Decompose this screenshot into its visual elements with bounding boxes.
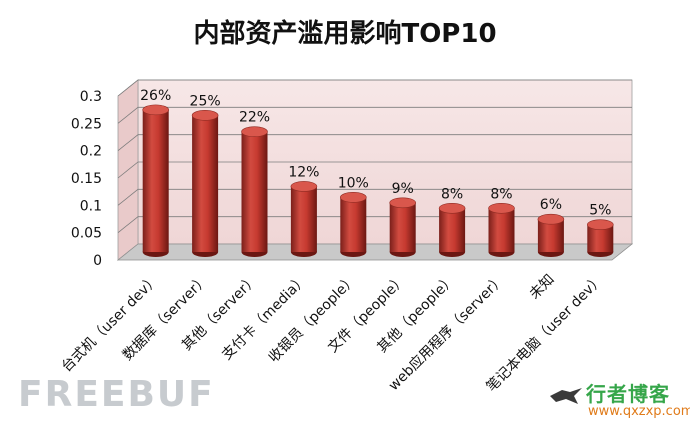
- data-label: 22%: [239, 110, 270, 126]
- y-tick-label: 0.2: [80, 144, 102, 160]
- bar: 26%: [140, 88, 171, 257]
- bar-top: [537, 213, 565, 225]
- bar-body: [488, 208, 515, 252]
- bar-body: [290, 186, 317, 252]
- x-tick-label: 支付卡（media）: [219, 272, 311, 364]
- y-tick-label: 0.05: [71, 226, 102, 242]
- bar-top: [586, 219, 614, 230]
- bar: 10%: [338, 175, 369, 257]
- bar-top: [191, 110, 219, 121]
- bar-top: [241, 126, 268, 138]
- logo-text: 行者博客: [586, 382, 670, 406]
- bar-top: [339, 192, 367, 203]
- data-label: 25%: [190, 93, 221, 109]
- bar-body: [192, 115, 219, 252]
- bar: 8%: [488, 186, 515, 257]
- bar: 22%: [239, 110, 270, 257]
- bar-top: [488, 202, 515, 214]
- freebuf-watermark: FREEBUF: [18, 374, 215, 415]
- x-tick-label: 收银员（people）: [266, 272, 360, 366]
- bar-top: [290, 181, 318, 192]
- bar-body: [241, 131, 268, 252]
- bar-top: [389, 197, 417, 209]
- y-tick-label: 0.3: [80, 89, 102, 105]
- bar-top: [438, 202, 466, 214]
- gridline: [117, 216, 632, 233]
- gridline: [117, 161, 632, 179]
- bar-body: [340, 197, 367, 252]
- x-tick-label: 未知: [526, 271, 558, 303]
- gridline: [117, 134, 632, 151]
- data-label: 9%: [392, 181, 414, 197]
- gridline: [117, 188, 632, 206]
- bar-body: [439, 208, 466, 252]
- x-tick-label: 数据库（server）: [120, 272, 212, 364]
- bar-top: [142, 104, 169, 116]
- bar: 5%: [586, 203, 614, 257]
- logo-url: www.qxzxp.com: [588, 404, 690, 419]
- bar-body: [142, 109, 169, 252]
- data-label: 5%: [589, 203, 611, 219]
- y-tick-label: 0.15: [71, 171, 102, 187]
- data-label: 12%: [288, 164, 319, 180]
- y-tick-label: 0.1: [80, 198, 102, 214]
- bar: 9%: [389, 181, 417, 257]
- data-label: 10%: [338, 175, 369, 191]
- data-label: 8%: [441, 186, 463, 202]
- bird-logo-icon: [550, 388, 582, 404]
- data-label: 6%: [540, 197, 562, 213]
- data-label: 8%: [490, 186, 512, 202]
- bar-body: [537, 219, 564, 252]
- bar-body: [389, 202, 416, 252]
- x-tick-label: 台式机（user dev）: [59, 272, 163, 376]
- bar: 8%: [438, 186, 466, 257]
- y-tick-label: 0: [93, 253, 102, 269]
- site-logo: 行者博客 www.qxzxp.com: [548, 378, 690, 424]
- bar: 6%: [537, 197, 565, 257]
- bar: 12%: [288, 164, 319, 257]
- gridline: [117, 106, 632, 124]
- data-label: 26%: [140, 88, 171, 104]
- y-tick-label: 0.25: [71, 116, 102, 132]
- gridline: [117, 79, 632, 97]
- bar: 25%: [190, 93, 221, 257]
- chart-title: 内部资产滥用影响TOP10: [193, 18, 496, 49]
